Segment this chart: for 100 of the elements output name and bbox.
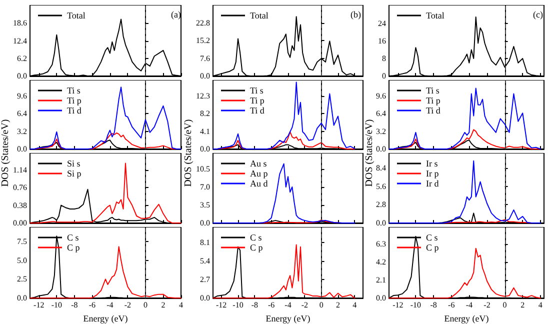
y-tick-label: 7.5 (17, 236, 27, 246)
y-tick-label: 0.00 (13, 218, 27, 228)
legend-label: Au p (250, 168, 268, 178)
y-tick-label: 0 (382, 72, 386, 80)
x-tick-label: -8 (251, 300, 258, 310)
y-tick-label: 1.14 (13, 165, 27, 174)
legend-label: Ti p (67, 96, 82, 106)
y-tick-label: 5.4 (200, 256, 210, 266)
x-tick-label: -10 (232, 300, 244, 310)
legend-label: Ti s (67, 86, 81, 96)
y-tick-label: 6.4 (17, 109, 27, 118)
y-tick-label: 18.6 (13, 18, 27, 28)
legend-label: Ir p (426, 168, 440, 178)
y-tick-label: 0.0 (376, 218, 386, 228)
y-tick-label: 2.8 (376, 200, 386, 210)
x-tick-label: -6 (448, 300, 455, 310)
x-axis-title: Energy (eV) (83, 314, 128, 324)
legend-label: Total (67, 10, 86, 20)
legend-label: C s (250, 232, 262, 242)
x-tick-label: -8 (71, 300, 78, 310)
y-tick-label: 0.0 (17, 294, 27, 303)
y-tick-label: 0.0 (376, 294, 386, 303)
legend-label: Si p (67, 168, 82, 178)
x-tick-label: -6 (268, 300, 275, 310)
legend-label: Ti d (426, 106, 441, 116)
y-tick-label: 4.1 (200, 126, 210, 136)
y-tick-label: 8.4 (376, 164, 386, 173)
legend-label: Ti s (250, 86, 264, 96)
x-tick-label: 0 (319, 300, 324, 310)
legend-label: Total (426, 10, 445, 20)
y-tick-label: 3.2 (17, 126, 27, 136)
y-tick-label: 0.0 (200, 218, 210, 228)
y-axis-title: DOS (States/eV) (363, 118, 376, 189)
legend-label: Ti p (426, 96, 441, 106)
legend-label: C p (250, 242, 264, 252)
x-tick-label: -4 (106, 300, 114, 310)
y-tick-label: 10.5 (196, 164, 210, 174)
y-tick-label: 9.6 (17, 92, 27, 101)
x-tick-label: -12 (34, 300, 44, 310)
legend-label: C p (426, 242, 440, 252)
y-tick-label: 24 (378, 19, 386, 28)
x-tick-label: 2 (520, 300, 525, 310)
annotation: (b) (350, 10, 362, 20)
y-tick-label: 2.7 (200, 275, 210, 284)
y-tick-label: 0.0 (17, 72, 27, 80)
y-tick-label: 8.2 (200, 109, 210, 118)
y-tick-label: 0.0 (200, 144, 210, 154)
annotation: (a) (171, 10, 182, 20)
y-tick-label: 0.0 (200, 72, 210, 80)
x-tick-label: -12 (216, 300, 227, 310)
annotation: (c) (533, 10, 544, 20)
x-tick-label: -2 (484, 300, 490, 310)
y-tick-label: 6.4 (376, 109, 386, 118)
legend-label: Ir d (426, 178, 440, 188)
x-tick-label: -2 (124, 300, 132, 310)
legend-label: Total (250, 10, 269, 20)
x-tick-label: -2 (301, 300, 308, 310)
legend-label: Ti d (67, 106, 82, 116)
y-tick-label: 16 (378, 36, 386, 46)
y-tick-label: 0.0 (17, 144, 27, 154)
x-axis-title: Energy (eV) (444, 314, 489, 324)
y-tick-label: 0.0 (376, 144, 386, 154)
y-tick-label: 12.3 (196, 91, 210, 100)
y-tick-label: 15.2 (196, 36, 210, 46)
y-axis-title: DOS (States/eV) (0, 118, 12, 189)
x-tick-label: -4 (466, 300, 473, 310)
y-tick-label: 12.4 (13, 36, 27, 46)
x-tick-label: 2 (161, 300, 166, 310)
legend-label: C p (67, 242, 80, 252)
x-tick-label: 0 (502, 300, 507, 310)
x-tick-label: -10 (410, 300, 422, 310)
x-tick-label: 4 (352, 300, 357, 310)
x-tick-label: 4 (538, 300, 542, 310)
legend-label: Ir s (426, 158, 438, 168)
y-tick-label: 5.6 (376, 182, 386, 191)
legend-label: C s (67, 232, 80, 242)
x-tick-label: -6 (88, 300, 96, 310)
y-axis-title: DOS (States/eV) (182, 118, 195, 189)
legend-label: Ti d (250, 106, 265, 116)
y-tick-label: 7.0 (200, 182, 210, 192)
y-tick-label: 22.8 (196, 18, 210, 28)
y-tick-label: 6.2 (17, 54, 27, 63)
x-tick-label: -8 (430, 300, 437, 310)
y-tick-label: 2.5 (17, 274, 27, 284)
y-tick-label: 9.6 (376, 92, 386, 101)
y-tick-label: 3.2 (376, 126, 386, 136)
legend-label: Ti p (250, 96, 265, 106)
y-tick-label: 7.6 (200, 54, 210, 63)
legend-label: Au d (250, 178, 268, 188)
legend-label: Au s (250, 158, 268, 168)
y-tick-label: 5.0 (17, 256, 27, 265)
legend-label: Ti s (426, 86, 440, 96)
y-tick-label: 0.38 (13, 200, 27, 210)
legend-label: C s (426, 232, 438, 242)
x-tick-label: 2 (336, 300, 340, 310)
x-tick-label: -12 (392, 300, 404, 310)
x-tick-label: -10 (51, 300, 62, 310)
y-tick-label: 8.1 (200, 238, 210, 248)
x-axis-title: Energy (eV) (266, 314, 310, 324)
x-tick-label: -4 (284, 300, 292, 310)
